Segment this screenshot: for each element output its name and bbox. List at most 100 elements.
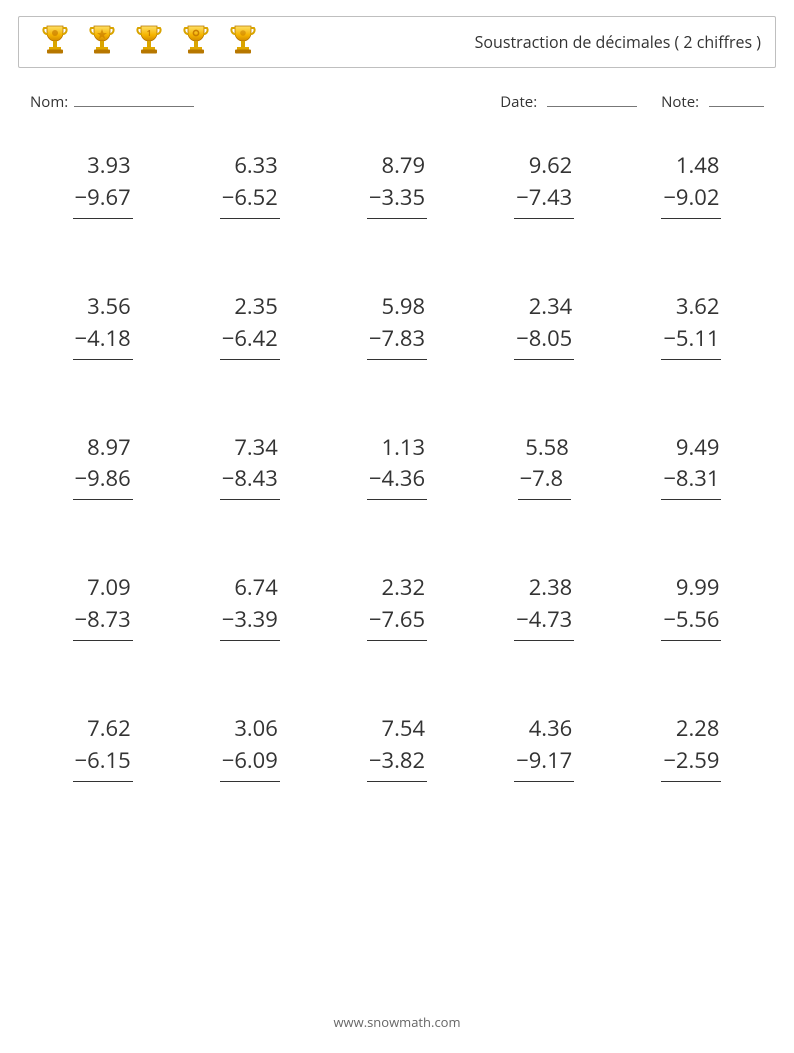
minus-sign: − <box>369 745 382 775</box>
minus-sign: − <box>222 604 235 634</box>
header-box: 1 <box>18 16 776 68</box>
problem-cell: 9.99−5.56 <box>623 572 760 641</box>
problem-cell: 2.35−6.42 <box>181 291 318 360</box>
minus-sign: − <box>516 323 529 353</box>
subtrahend-line: −6.09 <box>220 745 280 782</box>
minuend: 3.56 <box>73 291 133 323</box>
trophy-icon <box>180 22 212 63</box>
subtrahend-line: −8.31 <box>661 463 721 500</box>
problem-cell: 4.36−9.17 <box>476 713 613 782</box>
minus-sign: − <box>520 463 533 493</box>
subtrahend: 4.73 <box>529 604 573 634</box>
minus-sign: − <box>75 182 88 212</box>
minus-sign: − <box>75 323 88 353</box>
subtrahend: 7.43 <box>529 182 573 212</box>
minuend: 9.49 <box>661 432 721 464</box>
minuend: 5.98 <box>367 291 427 323</box>
subtrahend-line: −9.17 <box>514 745 574 782</box>
name-label: Nom: <box>30 92 68 112</box>
minuend: 3.93 <box>73 150 133 182</box>
subtrahend: 3.35 <box>382 182 426 212</box>
problem-stack: 2.32−7.65 <box>367 572 427 641</box>
minus-sign: − <box>222 745 235 775</box>
minus-sign: − <box>222 463 235 493</box>
minuend: 6.33 <box>220 150 280 182</box>
problem-cell: 9.49−8.31 <box>623 432 760 501</box>
subtrahend-line: −7.43 <box>514 182 574 219</box>
subtrahend-line: −3.35 <box>367 182 427 219</box>
minuend: 6.74 <box>220 572 280 604</box>
problem-cell: 3.93−9.67 <box>34 150 171 219</box>
minus-sign: − <box>369 182 382 212</box>
worksheet-title: Soustraction de décimales ( 2 chiffres ) <box>475 31 761 53</box>
problem-cell: 7.34−8.43 <box>181 432 318 501</box>
subtrahend: 7.83 <box>382 323 426 353</box>
problem-stack: 2.34−8.05 <box>514 291 574 360</box>
trophy-icon <box>227 22 259 63</box>
problem-cell: 6.74−3.39 <box>181 572 318 641</box>
name-blank <box>74 92 194 107</box>
problem-cell: 5.58−7.8 <box>476 432 613 501</box>
problem-stack: 3.56−4.18 <box>73 291 133 360</box>
minus-sign: − <box>369 604 382 634</box>
minuend: 2.35 <box>220 291 280 323</box>
problem-cell: 2.38−4.73 <box>476 572 613 641</box>
minuend: 2.38 <box>514 572 574 604</box>
problem-cell: 3.62−5.11 <box>623 291 760 360</box>
trophy-icon <box>39 22 71 58</box>
minus-sign: − <box>75 463 88 493</box>
subtrahend: 9.86 <box>87 463 131 493</box>
minus-sign: − <box>222 182 235 212</box>
problem-cell: 1.48−9.02 <box>623 150 760 219</box>
meta-note: Note: <box>661 92 764 112</box>
minuend: 2.32 <box>367 572 427 604</box>
subtrahend-line: −6.52 <box>220 182 280 219</box>
minuend: 8.97 <box>73 432 133 464</box>
worksheet-page: 1 <box>0 0 794 1053</box>
subtrahend: 6.42 <box>234 323 278 353</box>
problem-stack: 7.09−8.73 <box>73 572 133 641</box>
subtrahend-line: −3.82 <box>367 745 427 782</box>
subtrahend: 3.82 <box>382 745 426 775</box>
problem-stack: 3.93−9.67 <box>73 150 133 219</box>
subtrahend-line: −6.42 <box>220 323 280 360</box>
subtrahend-line: −6.15 <box>73 745 133 782</box>
problem-stack: 1.48−9.02 <box>661 150 721 219</box>
problem-cell: 5.98−7.83 <box>328 291 465 360</box>
meta-row: Nom: Date: Note: <box>18 68 776 112</box>
subtrahend: 9.02 <box>676 182 720 212</box>
problem-cell: 3.06−6.09 <box>181 713 318 782</box>
problem-stack: 9.99−5.56 <box>661 572 721 641</box>
problem-cell: 2.28−2.59 <box>623 713 760 782</box>
subtrahend: 7.8 <box>532 463 569 493</box>
minuend: 3.06 <box>220 713 280 745</box>
date-blank <box>547 92 637 107</box>
footer-url: www.snowmath.com <box>0 1013 794 1031</box>
minus-sign: − <box>369 463 382 493</box>
problem-stack: 3.06−6.09 <box>220 713 280 782</box>
minuend: 7.09 <box>73 572 133 604</box>
problem-cell: 7.62−6.15 <box>34 713 171 782</box>
problem-stack: 9.62−7.43 <box>514 150 574 219</box>
subtrahend: 4.18 <box>87 323 131 353</box>
problems-grid: 3.93−9.67 6.33−6.52 8.79−3.35 9.62−7.43 1.48… <box>18 150 776 782</box>
subtrahend-line: −3.39 <box>220 604 280 641</box>
problem-cell: 8.79−3.35 <box>328 150 465 219</box>
subtrahend-line: −7.8 <box>518 463 571 500</box>
minus-sign: − <box>663 604 676 634</box>
subtrahend-line: −8.05 <box>514 323 574 360</box>
minus-sign: − <box>516 182 529 212</box>
subtrahend-line: −7.65 <box>367 604 427 641</box>
problem-stack: 2.38−4.73 <box>514 572 574 641</box>
problem-cell: 7.54−3.82 <box>328 713 465 782</box>
problem-stack: 2.28−2.59 <box>661 713 721 782</box>
subtrahend-line: −4.18 <box>73 323 133 360</box>
minuend: 7.34 <box>220 432 280 464</box>
trophy-icon: 1 <box>133 22 165 58</box>
subtrahend: 8.05 <box>529 323 573 353</box>
problem-stack: 7.62−6.15 <box>73 713 133 782</box>
trophy-row: 1 <box>39 22 259 63</box>
meta-right: Date: Note: <box>500 92 764 112</box>
minus-sign: − <box>369 323 382 353</box>
subtrahend-line: −4.73 <box>514 604 574 641</box>
